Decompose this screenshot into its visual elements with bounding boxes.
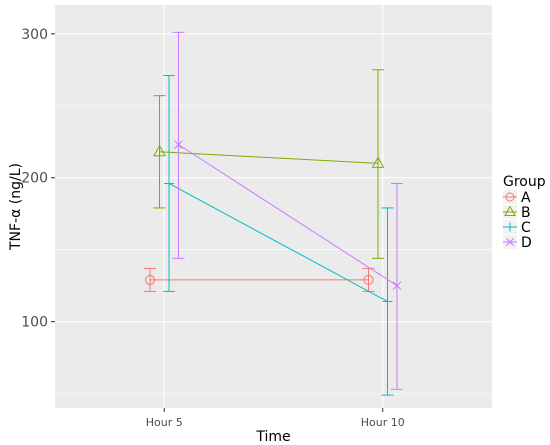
y-tick-label: 100 [21,315,48,331]
legend-marker [505,222,515,232]
marker-diag2 [506,238,514,246]
legend-marker [506,238,514,246]
x-tick-label: Hour 10 [361,416,405,429]
series-layer [144,31,403,396]
marker-diag2 [392,281,402,291]
legend-label: C [521,220,531,236]
series-line [159,151,379,164]
legend-item: C [503,220,531,236]
y-tick-label: 200 [21,171,48,187]
x-tick-label: Hour 5 [146,416,183,429]
legend-label: B [521,205,531,221]
data-point [363,274,374,285]
legend-item: D [503,235,532,251]
data-point [164,178,174,189]
series-C [163,75,394,396]
series-line [178,144,398,287]
legend-label: D [521,235,532,251]
legend-label: A [521,190,531,206]
y-axis-title: TNF-α (ng/L) [8,163,24,251]
data-point [153,144,166,157]
axes: 100 200 300 Hour 5 Hour 10 Time TNF-α (ng/L) [8,27,405,445]
series-B [153,69,385,259]
series-D [172,31,403,390]
x-axis-title: Time [255,429,290,445]
data-point [382,296,393,307]
data-point [371,156,385,168]
data-point [174,140,183,149]
legend-item: A [503,190,531,206]
legend-title: Group [503,174,546,190]
legend-marker [504,205,516,216]
series-A [144,267,375,292]
y-tick-label: 300 [21,27,48,43]
grid [55,5,492,408]
legend-item: B [503,205,531,221]
data-point [145,274,155,285]
legend-marker [505,192,515,202]
series-line [168,183,388,302]
marker-diag2 [174,140,183,149]
data-point [392,281,402,291]
